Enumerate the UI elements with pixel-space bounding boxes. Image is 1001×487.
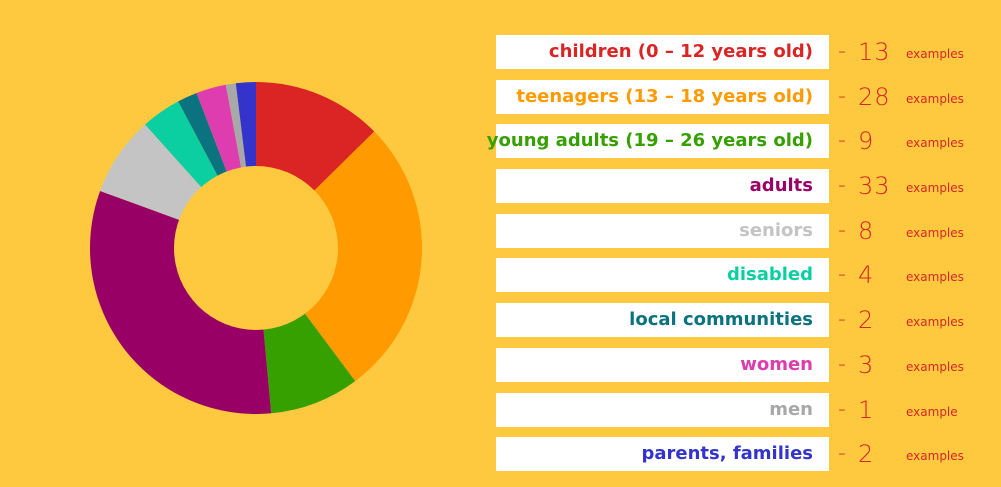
legend-unit: examples [906, 136, 964, 151]
legend-label: teenagers (13 – 18 years old) [516, 85, 813, 107]
legend-dash: - [838, 39, 846, 64]
legend-dash: - [838, 173, 846, 199]
legend-label: children (0 – 12 years old) [548, 41, 813, 62]
legend-label-box: disabled [496, 258, 829, 293]
legend-row: children (0 – 12 years old) -13 examples [496, 35, 996, 69]
legend-count: 13 [858, 38, 891, 66]
legend-label-box: parents, families [496, 437, 829, 472]
legend-label-box: seniors [496, 213, 829, 248]
legend-unit: examples [906, 225, 964, 240]
legend-label: parents, families [641, 443, 813, 465]
legend-row: teenagers (13 – 18 years old) -28 examples [496, 79, 996, 114]
legend-unit: examples [906, 47, 964, 61]
legend-label: adults [749, 175, 813, 197]
legend-row: seniors -8 examples [496, 213, 996, 248]
legend-dash: - [838, 262, 846, 288]
legend-row: women -3 examples [496, 347, 996, 382]
legend-unit: examples [906, 270, 964, 285]
legend-row: disabled -4 examples [496, 258, 996, 293]
legend-label-box: men [496, 392, 829, 427]
legend-label: local communities [629, 309, 813, 331]
legend-label: seniors [739, 219, 813, 241]
legend-count: 4 [858, 261, 875, 290]
legend-count: 3 [858, 350, 875, 379]
legend-row: local communities -2 examples [496, 303, 996, 338]
legend-unit: examples [906, 359, 964, 374]
legend-row: parents, families -2 examples [496, 437, 996, 472]
legend-label: disabled [726, 264, 813, 286]
legend-dash: - [838, 83, 846, 109]
legend-count: 28 [858, 82, 891, 111]
legend-unit: examples [906, 91, 964, 106]
legend-unit: examples [906, 315, 964, 330]
donut-hole [174, 166, 338, 330]
legend-dash: - [838, 307, 846, 333]
legend-label: men [769, 398, 813, 420]
legend-label-box: teenagers (13 – 18 years old) [496, 79, 829, 114]
legend-unit: example [906, 404, 958, 419]
legend-count: 2 [858, 440, 875, 469]
legend: children (0 – 12 years old) -13 examples te… [487, 35, 996, 482]
legend-dash: - [838, 396, 846, 422]
legend-label: women [740, 353, 813, 375]
legend-dash: - [838, 441, 846, 467]
legend-count: 1 [858, 395, 875, 424]
pie-slice-1 [256, 131, 422, 382]
legend-row: adults -33 examples [496, 169, 996, 204]
legend-count: 2 [858, 306, 875, 335]
legend-label: young adults (19 – 26 years old) [486, 130, 813, 152]
legend-count: 33 [858, 172, 891, 201]
legend-unit: examples [906, 449, 964, 464]
legend-dash: - [838, 217, 846, 243]
legend-dash: - [838, 351, 846, 377]
legend-unit: examples [906, 181, 964, 196]
legend-label-box: young adults (19 – 26 years old) [487, 124, 829, 159]
legend-label-box: children (0 – 12 years old) [496, 35, 829, 69]
legend-row: men -1 example [496, 392, 996, 427]
donut-chart [90, 82, 422, 415]
legend-dash: - [838, 128, 846, 154]
legend-label-box: local communities [496, 303, 829, 338]
legend-row: young adults (19 – 26 years old) -9 exampl… [487, 124, 996, 159]
legend-label-box: women [496, 347, 829, 382]
legend-count: 8 [858, 216, 875, 245]
legend-label-box: adults [496, 169, 829, 204]
legend-count: 9 [858, 127, 875, 156]
